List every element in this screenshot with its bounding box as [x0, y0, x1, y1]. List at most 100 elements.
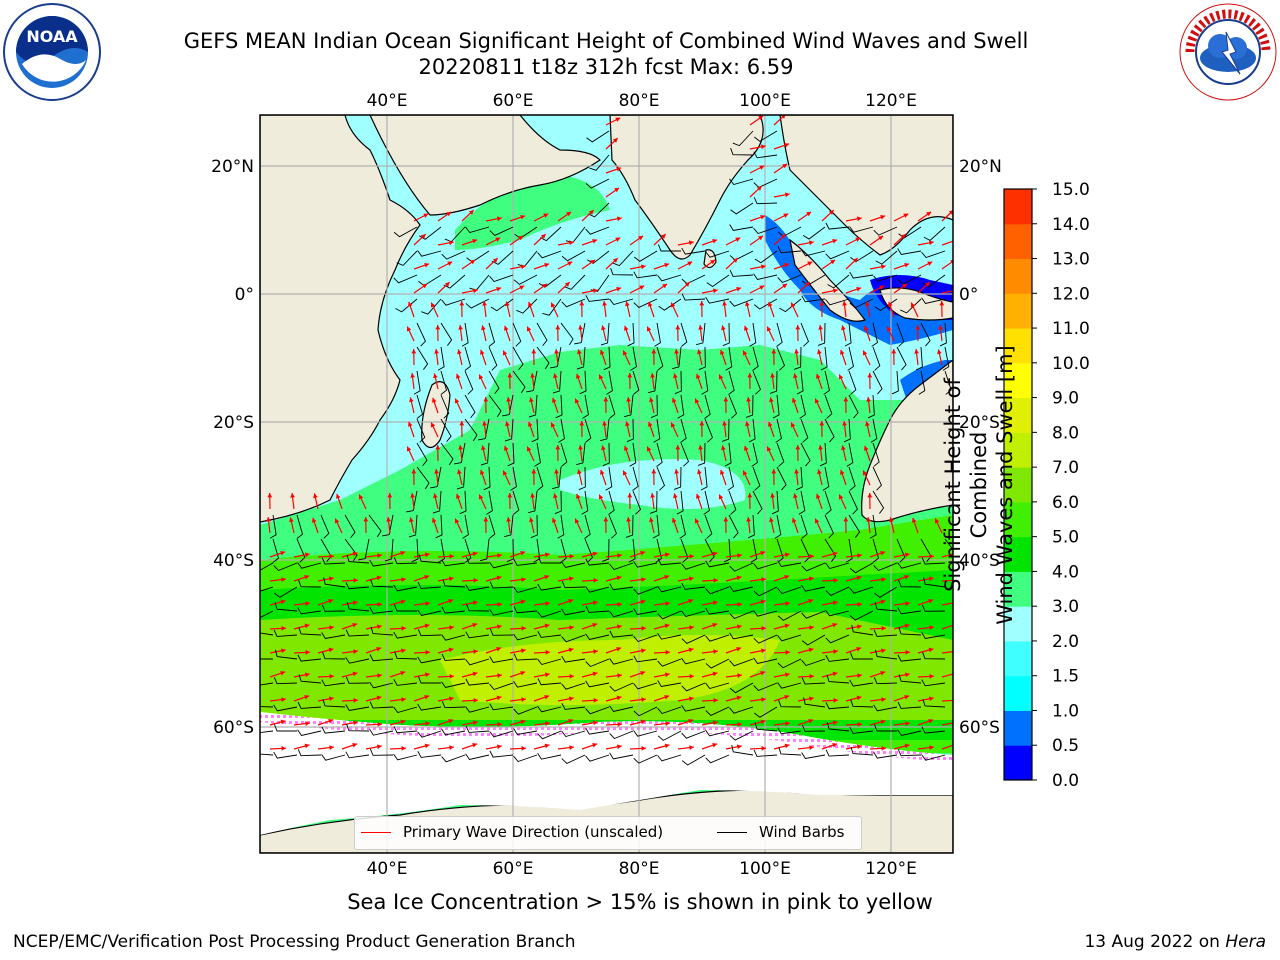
- wind-barb: [898, 579, 922, 588]
- wave-arrow-head: [856, 646, 862, 652]
- wind-barb: [585, 754, 610, 762]
- wave-arrow-head: [937, 349, 942, 355]
- legend-wave-label: Primary Wave Direction (unscaled): [403, 823, 664, 841]
- wind-barb: [674, 370, 682, 395]
- lat-tick-right: 60°S: [959, 718, 1000, 738]
- wave-arrow-head: [424, 743, 430, 749]
- wind-barb: [704, 538, 715, 563]
- wave-arrow-head: [904, 552, 910, 558]
- wind-barb: [729, 682, 754, 694]
- wave-arrow-head: [905, 601, 910, 606]
- wind-barb: [872, 466, 882, 491]
- wind-barb: [489, 703, 514, 711]
- wind-barb: [609, 682, 634, 692]
- wave-arrow-head: [406, 446, 412, 452]
- wind-barb: [296, 514, 304, 539]
- wave-arrow-head: [673, 493, 678, 499]
- wind-barb: [897, 248, 922, 255]
- wave-arrow-head: [745, 301, 750, 307]
- wave-arrow-head: [771, 349, 777, 354]
- wind-barb: [824, 394, 833, 419]
- wave-arrow-head: [544, 743, 550, 749]
- wind-barb: [633, 706, 658, 717]
- wind-barb: [680, 322, 688, 347]
- colorbar-segment: [1004, 397, 1032, 433]
- wind-barb: [801, 677, 826, 685]
- wind-barb: [576, 346, 586, 370]
- wind-barb: [657, 610, 682, 620]
- wave-arrow-head: [449, 673, 454, 679]
- wave-arrow-head: [818, 325, 823, 330]
- wind-barb: [417, 703, 442, 711]
- wind-barb: [585, 178, 610, 189]
- wind-barb: [369, 701, 394, 709]
- wave-arrow-head: [832, 671, 838, 677]
- colorbar-tick-label: 0.5: [1052, 736, 1079, 756]
- wave-arrow-head: [616, 286, 622, 292]
- wave-arrow-head: [761, 745, 766, 751]
- colorbar-frame: [1003, 188, 1033, 781]
- wave-arrow-head: [409, 517, 414, 523]
- wind-barb: [344, 538, 358, 562]
- wind-barb: [867, 394, 875, 419]
- wave-arrow-head: [673, 373, 678, 379]
- wave-arrow-head: [689, 625, 694, 630]
- wind-barb: [512, 346, 524, 371]
- wind-barb: [657, 274, 682, 282]
- wind-barb: [704, 514, 713, 539]
- wave-arrow-head: [736, 286, 742, 292]
- wind-barb: [777, 682, 802, 689]
- wind-barb: [633, 561, 658, 568]
- wave-arrow-head: [694, 518, 700, 524]
- wind-barb: [776, 322, 783, 347]
- wave-arrow-head: [569, 673, 574, 679]
- wave-arrow-head: [544, 694, 550, 700]
- wave-arrow-head: [771, 469, 777, 474]
- wind-barb: [550, 346, 562, 369]
- wind-barb: [658, 298, 682, 311]
- wave-arrow-head: [838, 374, 844, 380]
- wave-arrow-head: [334, 518, 340, 524]
- wave-arrow-head: [784, 142, 790, 148]
- wind-barb: [874, 724, 897, 732]
- wind-barb: [825, 634, 850, 644]
- wave-arrow-head: [712, 671, 718, 677]
- wave-arrow-head: [407, 301, 413, 307]
- wind-barb: [633, 634, 658, 643]
- wind-barb: [437, 346, 445, 371]
- wind-barb: [732, 130, 754, 147]
- wave-arrow-head: [448, 598, 454, 604]
- wind-barb: [273, 704, 298, 712]
- wind-barb: [600, 418, 610, 442]
- lat-tick-right: 40°S: [959, 551, 1000, 571]
- wind-barb: [754, 722, 778, 732]
- wave-arrow-head: [790, 422, 796, 428]
- wave-arrow-head: [688, 718, 694, 724]
- wind-barb: [465, 706, 490, 713]
- wave-arrow-head: [939, 301, 945, 306]
- wind-barb: [297, 701, 322, 709]
- wave-arrow-head: [664, 623, 670, 629]
- wind-barb: [801, 634, 826, 646]
- wave-arrow-head: [880, 599, 886, 605]
- wind-barb: [417, 730, 442, 738]
- wind-barb: [729, 706, 754, 714]
- wind-barb: [576, 442, 586, 466]
- wave-arrow-head: [568, 647, 574, 653]
- wind-barb: [321, 754, 346, 761]
- wave-arrow-head: [433, 373, 438, 379]
- wind-barb: [298, 579, 322, 588]
- wind-barb: [628, 538, 636, 563]
- wave-arrow-head: [832, 288, 838, 294]
- colorbar-tick-label: 1.5: [1052, 667, 1079, 687]
- wave-arrow-head: [616, 624, 622, 630]
- wind-barb: [459, 490, 467, 515]
- wind-barb: [322, 699, 346, 708]
- colorbar-tick-label: 12.0: [1052, 284, 1090, 304]
- wind-barb: [370, 626, 394, 636]
- wave-arrow-head: [761, 625, 766, 631]
- wind-barb: [775, 418, 783, 443]
- wind-barb: [897, 274, 922, 285]
- wind-barb: [369, 559, 394, 567]
- wind-barb: [796, 370, 804, 395]
